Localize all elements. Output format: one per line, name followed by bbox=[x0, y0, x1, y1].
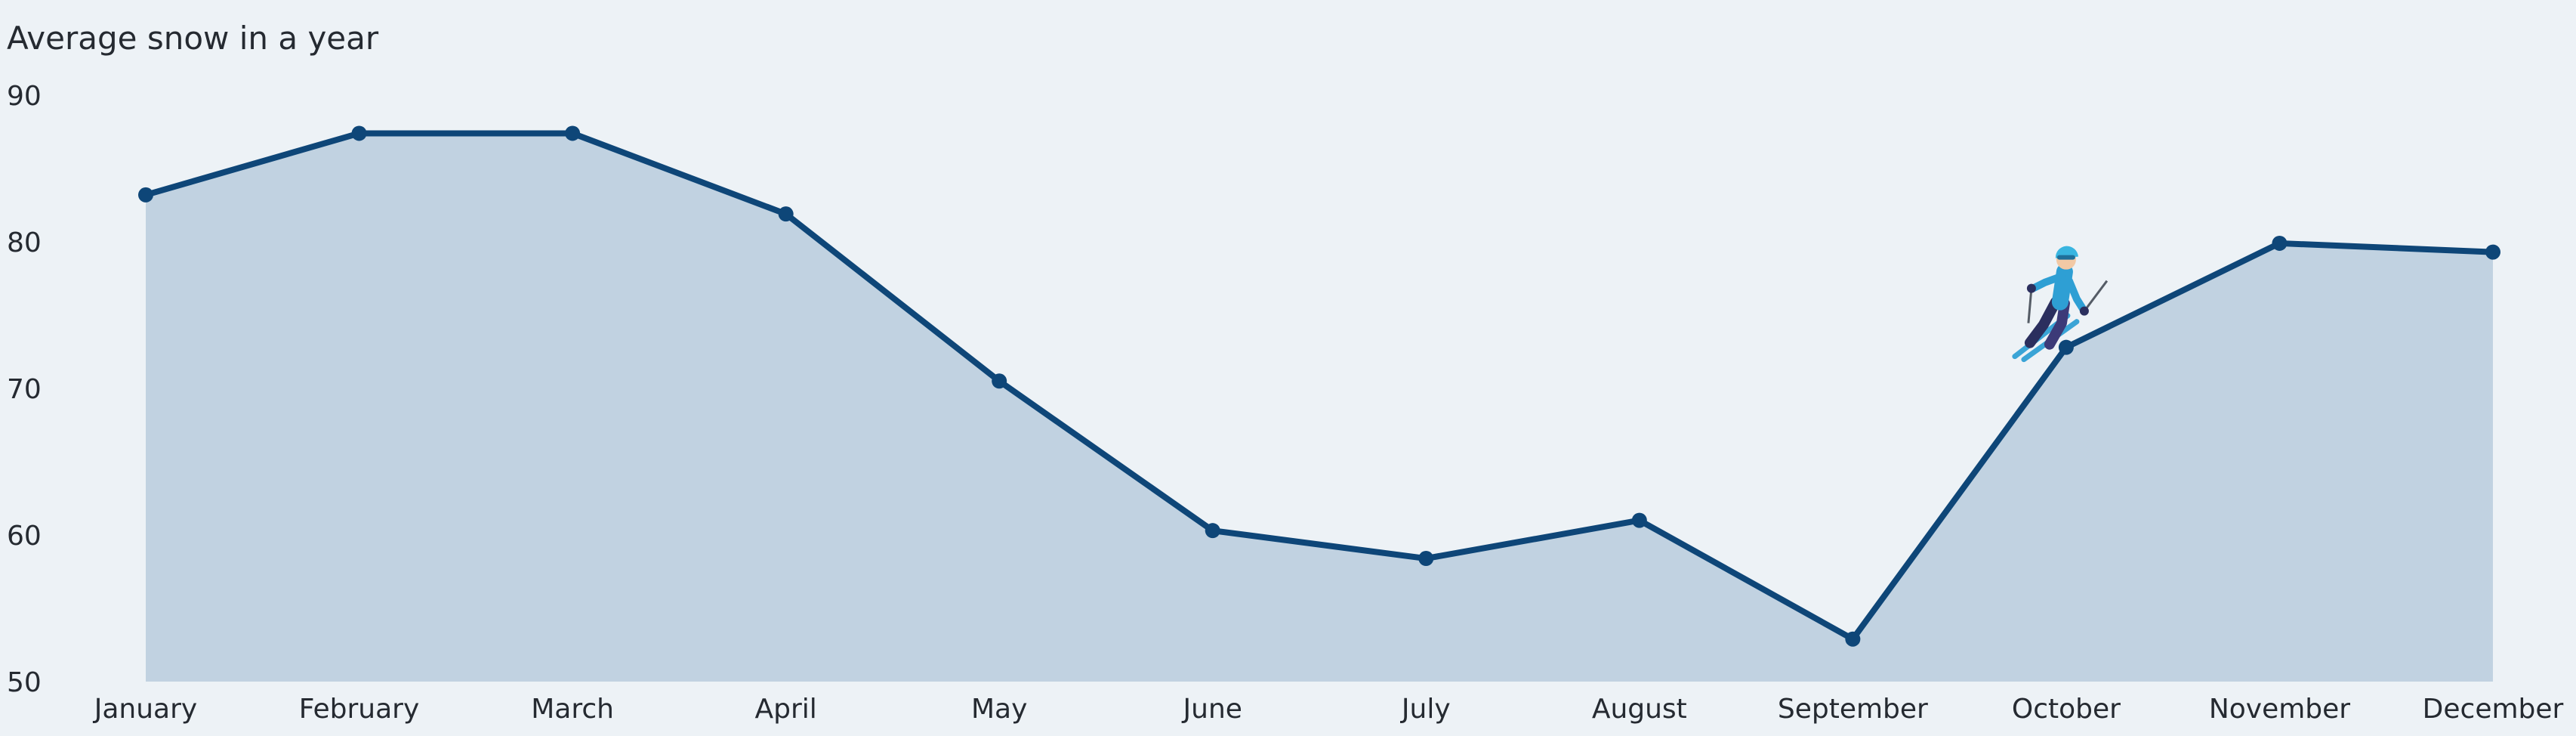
x-tick-label-may: May bbox=[971, 694, 1027, 725]
data-point-march[interactable] bbox=[565, 125, 581, 141]
x-tick-label-september: September bbox=[1778, 694, 1928, 725]
data-point-december[interactable] bbox=[2485, 244, 2500, 260]
marker-layer bbox=[138, 125, 2500, 647]
x-tick-label-august: August bbox=[1592, 694, 1687, 725]
data-point-may[interactable] bbox=[992, 373, 1007, 389]
area-layer bbox=[146, 133, 2493, 682]
line-layer bbox=[143, 130, 2496, 642]
chart-title: Average snow in a year bbox=[7, 20, 379, 57]
x-tick-label-july: July bbox=[1400, 694, 1451, 725]
data-point-february[interactable] bbox=[351, 125, 367, 141]
data-point-november[interactable] bbox=[2272, 235, 2288, 251]
x-axis: January February March April May June July Augu… bbox=[93, 694, 2564, 725]
y-tick-label-50: 50 bbox=[7, 667, 42, 698]
y-axis: 50 60 70 80 90 bbox=[7, 81, 42, 698]
x-tick-label-march: March bbox=[531, 694, 614, 725]
x-tick-label-april: April bbox=[754, 694, 816, 725]
x-tick-label-june: June bbox=[1182, 694, 1242, 725]
y-tick-label-90: 90 bbox=[7, 81, 42, 112]
data-point-april[interactable] bbox=[778, 206, 794, 222]
y-tick-label-80: 80 bbox=[7, 227, 42, 258]
y-tick-label-60: 60 bbox=[7, 521, 42, 552]
x-tick-label-november: November bbox=[2209, 694, 2350, 725]
x-tick-label-october: October bbox=[2012, 694, 2121, 725]
series-area bbox=[146, 133, 2493, 682]
skier-icon bbox=[2012, 246, 2109, 363]
x-tick-label-december: December bbox=[2423, 694, 2564, 725]
data-point-september[interactable] bbox=[1845, 631, 1861, 647]
y-tick-label-70: 70 bbox=[7, 374, 42, 405]
data-point-july[interactable] bbox=[1418, 551, 1434, 567]
data-point-june[interactable] bbox=[1205, 523, 1220, 539]
x-tick-label-january: January bbox=[93, 694, 197, 725]
data-point-january[interactable] bbox=[138, 187, 153, 203]
x-tick-label-february: February bbox=[299, 694, 420, 725]
series-line bbox=[143, 130, 2496, 642]
data-point-august[interactable] bbox=[1631, 512, 1647, 528]
data-point-october[interactable] bbox=[2058, 339, 2074, 355]
